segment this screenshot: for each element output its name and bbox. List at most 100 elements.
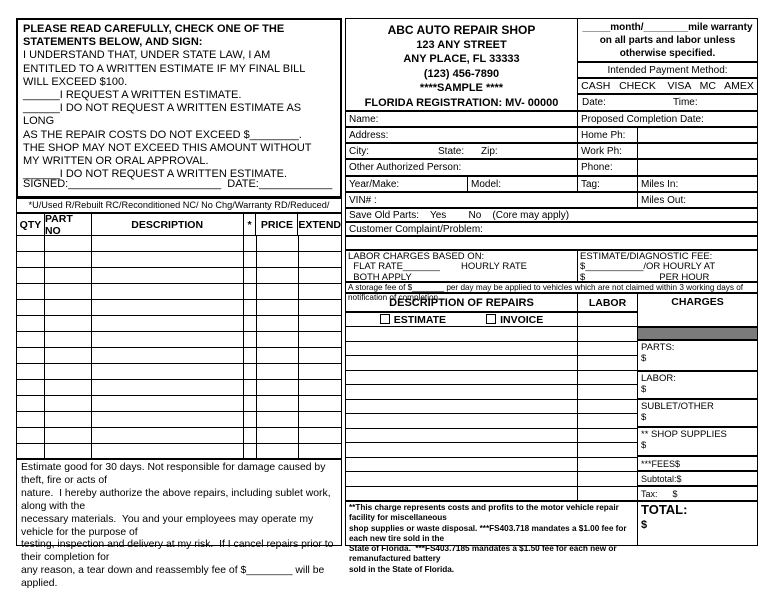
parts-col-code: * bbox=[244, 214, 257, 235]
repair-description-row[interactable] bbox=[346, 443, 577, 458]
other-authorized-field[interactable]: Other Authorized Person: bbox=[345, 159, 578, 176]
sublet-charge-value: $ bbox=[641, 412, 647, 423]
repair-labor-row[interactable] bbox=[577, 414, 637, 429]
repair-description-row[interactable] bbox=[346, 487, 577, 501]
parts-charge-box[interactable]: PARTS: $ bbox=[637, 340, 758, 371]
parts-table-row[interactable] bbox=[17, 316, 341, 332]
repair-description-row[interactable] bbox=[346, 356, 577, 371]
repair-description-row[interactable] bbox=[346, 472, 577, 487]
storage-fee-note: A storage fee of $_______ per day may be… bbox=[345, 282, 758, 302]
labor-charges-title: LABOR CHARGES BASED ON: bbox=[348, 251, 485, 262]
description-of-repairs-header: DESCRIPTION OF REPAIRS bbox=[345, 293, 578, 312]
parts-table-row[interactable] bbox=[17, 300, 341, 316]
parts-table-row[interactable] bbox=[17, 348, 341, 364]
repair-description-row[interactable] bbox=[346, 371, 577, 385]
repair-labor-row[interactable] bbox=[577, 356, 637, 371]
repair-labor-row[interactable] bbox=[577, 342, 637, 356]
work-ph-label: Work Ph: bbox=[577, 143, 638, 159]
parts-table-row[interactable] bbox=[17, 268, 341, 284]
statutory-footnote: **This charge represents costs and profi… bbox=[345, 501, 638, 574]
parts-table-header: QTY PART NO DESCRIPTION * PRICE EXTEND bbox=[17, 213, 341, 237]
total-box[interactable]: TOTAL: $ bbox=[637, 501, 758, 546]
warranty-box: _____month/________mile warranty on all … bbox=[577, 18, 758, 62]
save-old-parts-row[interactable]: Save Old Parts: Yes No (Core may apply) bbox=[345, 208, 758, 222]
proposed-completion-label: Proposed Completion Date: bbox=[581, 114, 704, 125]
city-state-zip-field[interactable]: City: State: Zip: bbox=[345, 143, 578, 159]
parts-col-extend: EXTEND bbox=[298, 218, 341, 231]
sample-watermark: ****SAMPLE **** bbox=[419, 82, 504, 95]
repair-description-row[interactable] bbox=[346, 342, 577, 356]
repair-description-row[interactable] bbox=[346, 327, 577, 342]
parts-table-row[interactable] bbox=[17, 364, 341, 380]
parts-table-row[interactable] bbox=[17, 380, 341, 396]
year-make-field[interactable]: Year/Make: bbox=[345, 176, 468, 192]
miles-in-field[interactable]: Miles In: bbox=[637, 176, 758, 192]
subtotal-box[interactable]: Subtotal:$ bbox=[637, 471, 758, 486]
city-label: City: bbox=[349, 146, 369, 157]
repair-description-row[interactable] bbox=[346, 385, 577, 400]
date-time-row[interactable]: Date: Time: bbox=[577, 94, 758, 111]
parts-table-row[interactable] bbox=[17, 428, 341, 444]
estimate-fee-line3: $_____________ PER HOUR bbox=[580, 271, 710, 283]
payment-method-label: Intended Payment Method: bbox=[577, 62, 758, 78]
invoice-option[interactable]: INVOICE bbox=[486, 313, 543, 326]
repair-description-row[interactable] bbox=[346, 414, 577, 429]
model-field[interactable]: Model: bbox=[467, 176, 578, 192]
parts-table-row[interactable] bbox=[17, 332, 341, 348]
parts-table-row[interactable] bbox=[17, 444, 341, 460]
parts-table-row[interactable] bbox=[17, 236, 341, 252]
sublet-charge-label: SUBLET/OTHER bbox=[641, 401, 714, 412]
invoice-option-label: INVOICE bbox=[500, 314, 544, 326]
other-authorized-label: Other Authorized Person: bbox=[349, 162, 462, 173]
shop-supplies-charge-box[interactable]: ** SHOP SUPPLIES $ bbox=[637, 427, 758, 456]
repair-description-row[interactable] bbox=[346, 458, 577, 472]
labor-charges-box[interactable]: LABOR CHARGES BASED ON: FLAT RATE_______… bbox=[345, 250, 578, 283]
invoice-checkbox-icon[interactable] bbox=[486, 314, 497, 324]
payment-method-options[interactable]: CASH CHECK VISA MC AMEX bbox=[577, 78, 758, 94]
parts-table-row[interactable] bbox=[17, 396, 341, 412]
fees-charge-box[interactable]: ***FEES$ bbox=[637, 456, 758, 471]
labor-charge-box[interactable]: LABOR: $ bbox=[637, 371, 758, 399]
tax-box[interactable]: Tax: $ bbox=[637, 486, 758, 501]
repair-description-row[interactable] bbox=[346, 429, 577, 443]
repair-labor-row[interactable] bbox=[577, 429, 637, 443]
repair-labor-row[interactable] bbox=[577, 385, 637, 400]
repair-labor-row[interactable] bbox=[577, 443, 637, 458]
signed-date-line[interactable]: SIGNED:_________________________ DATE:__… bbox=[23, 177, 333, 190]
estimate-option[interactable]: ESTIMATE bbox=[379, 313, 447, 326]
estimate-fee-box[interactable]: ESTIMATE/DIAGNOSTIC FEE: $___________/OR … bbox=[577, 250, 758, 283]
home-ph-value[interactable] bbox=[637, 127, 758, 143]
name-field[interactable]: Name: bbox=[345, 111, 578, 127]
model-label: Model: bbox=[471, 179, 502, 190]
vin-field[interactable]: VIN# : bbox=[345, 192, 638, 208]
address-field[interactable]: Address: bbox=[345, 127, 578, 143]
repair-labor-row[interactable] bbox=[577, 400, 637, 414]
parts-table-row[interactable] bbox=[17, 412, 341, 428]
tag-field[interactable]: Tag: bbox=[577, 176, 638, 192]
proposed-completion-field[interactable]: Proposed Completion Date: bbox=[577, 111, 758, 127]
estimate-checkbox-icon[interactable] bbox=[379, 314, 390, 324]
phone-value[interactable] bbox=[637, 159, 758, 176]
work-ph-value[interactable] bbox=[637, 143, 758, 159]
estimate-option-label: ESTIMATE bbox=[393, 314, 447, 326]
parts-table-row[interactable] bbox=[17, 252, 341, 268]
complaint-input-row[interactable] bbox=[345, 236, 758, 250]
repair-description-row[interactable] bbox=[346, 400, 577, 414]
parts-table-row[interactable] bbox=[17, 284, 341, 300]
authorization-box: Estimate good for 30 days. Not responsib… bbox=[16, 459, 342, 594]
shop-phone: (123) 456-7890 bbox=[423, 67, 500, 80]
repair-labor-row[interactable] bbox=[577, 371, 637, 385]
sublet-charge-box[interactable]: SUBLET/OTHER $ bbox=[637, 399, 758, 427]
parts-col-price: PRICE bbox=[256, 214, 299, 235]
repair-labor-rows bbox=[577, 327, 638, 501]
labor-column-header: LABOR bbox=[577, 293, 638, 312]
parts-col-qty: QTY bbox=[17, 214, 45, 235]
repair-labor-row[interactable] bbox=[577, 327, 637, 342]
repair-labor-row[interactable] bbox=[577, 458, 637, 472]
repair-labor-row[interactable] bbox=[577, 472, 637, 487]
statements-body: I UNDERSTAND THAT, UNDER STATE LAW, I AM… bbox=[23, 49, 312, 181]
statements-box: PLEASE READ CAREFULLY, CHECK ONE OF THE … bbox=[16, 18, 342, 198]
repair-labor-row[interactable] bbox=[577, 487, 637, 501]
authorization-text: Estimate good for 30 days. Not responsib… bbox=[21, 462, 334, 590]
miles-out-field[interactable]: Miles Out: bbox=[637, 192, 758, 208]
